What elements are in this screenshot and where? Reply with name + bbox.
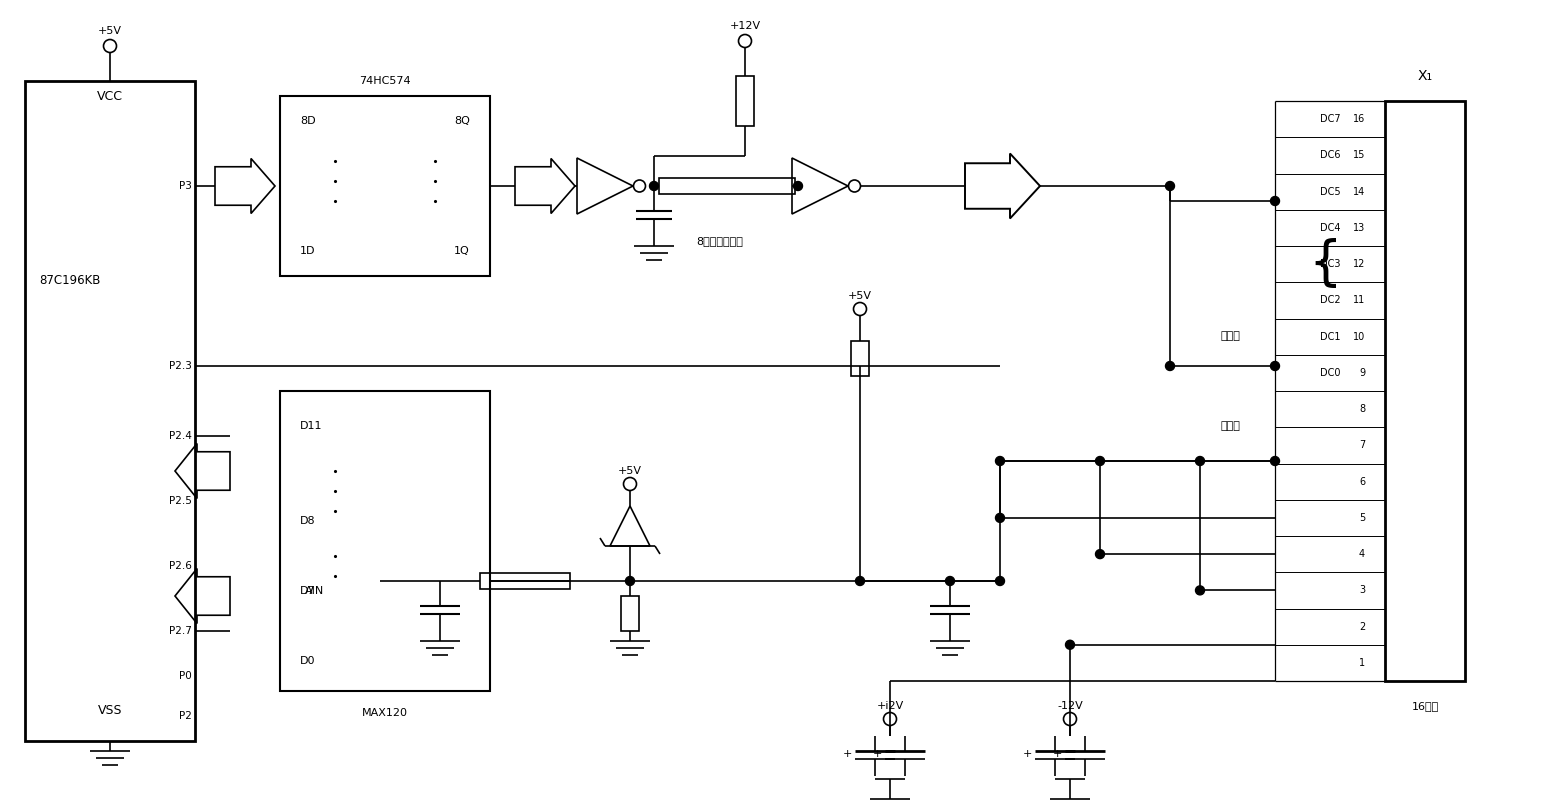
Text: P3: P3 xyxy=(179,181,193,191)
Circle shape xyxy=(1066,640,1074,650)
Text: 13: 13 xyxy=(1352,223,1364,233)
Text: DC0: DC0 xyxy=(1319,368,1341,378)
Text: AIN: AIN xyxy=(305,586,325,596)
Text: 15: 15 xyxy=(1352,151,1364,160)
Text: D7: D7 xyxy=(300,586,315,596)
Text: MAX120: MAX120 xyxy=(362,708,409,718)
Bar xyxy=(852,341,869,376)
Bar xyxy=(1385,101,1465,681)
Text: DC4: DC4 xyxy=(1319,223,1341,233)
Text: 4: 4 xyxy=(1358,549,1364,559)
Text: 1: 1 xyxy=(1358,658,1364,668)
Circle shape xyxy=(1271,361,1279,371)
Text: 16: 16 xyxy=(1352,114,1364,124)
Text: P2: P2 xyxy=(179,711,193,721)
Text: DC3: DC3 xyxy=(1319,260,1341,269)
Circle shape xyxy=(1166,182,1175,191)
Text: 2: 2 xyxy=(1358,622,1364,632)
Bar xyxy=(622,596,639,631)
Circle shape xyxy=(996,513,1004,522)
Text: +: + xyxy=(872,749,881,759)
Text: DC5: DC5 xyxy=(1319,187,1341,196)
Text: 11: 11 xyxy=(1352,296,1364,305)
Bar xyxy=(280,391,490,691)
Text: 5: 5 xyxy=(1358,513,1364,523)
Text: P2.4: P2.4 xyxy=(169,431,193,441)
Text: 74HC574: 74HC574 xyxy=(359,76,410,86)
Text: X₁: X₁ xyxy=(1417,69,1433,83)
Text: 16引脚: 16引脚 xyxy=(1411,701,1439,711)
Text: 8: 8 xyxy=(1358,405,1364,414)
Text: +5V: +5V xyxy=(618,466,642,476)
Text: 数字量: 数字量 xyxy=(1220,421,1240,431)
Circle shape xyxy=(1195,457,1204,465)
Text: +i2V: +i2V xyxy=(876,701,903,711)
Text: 3: 3 xyxy=(1358,586,1364,595)
Circle shape xyxy=(650,182,659,191)
Text: VSS: VSS xyxy=(98,705,123,718)
Text: DC1: DC1 xyxy=(1319,332,1341,341)
Text: 9: 9 xyxy=(1358,368,1364,378)
Text: +5V: +5V xyxy=(98,26,123,36)
Text: 模拟量: 模拟量 xyxy=(1220,331,1240,341)
Text: {: { xyxy=(1308,238,1341,290)
Circle shape xyxy=(1096,549,1105,558)
Text: +: + xyxy=(1023,749,1032,759)
Text: D8: D8 xyxy=(300,516,315,526)
Bar xyxy=(280,96,490,276)
Text: +5V: +5V xyxy=(848,291,872,301)
Circle shape xyxy=(1096,457,1105,465)
Text: +: + xyxy=(1052,749,1061,759)
Text: 14: 14 xyxy=(1352,187,1364,196)
Text: P2.3: P2.3 xyxy=(169,361,193,371)
Circle shape xyxy=(1166,361,1175,371)
Text: 12: 12 xyxy=(1352,260,1364,269)
Text: 7: 7 xyxy=(1358,441,1364,450)
Text: 10: 10 xyxy=(1352,332,1364,341)
Circle shape xyxy=(996,577,1004,586)
Text: 8D: 8D xyxy=(300,116,315,126)
Text: 87C196KB: 87C196KB xyxy=(39,275,101,288)
Text: DC7: DC7 xyxy=(1319,114,1341,124)
Text: P2.6: P2.6 xyxy=(169,561,193,571)
Bar xyxy=(737,76,754,126)
Text: 1Q: 1Q xyxy=(454,246,469,256)
Bar xyxy=(480,573,570,589)
Text: 8Q: 8Q xyxy=(454,116,469,126)
Circle shape xyxy=(626,577,634,586)
Text: VCC: VCC xyxy=(96,90,123,103)
Text: 1D: 1D xyxy=(300,246,315,256)
Text: DC6: DC6 xyxy=(1319,151,1341,160)
Text: +: + xyxy=(842,749,852,759)
Bar xyxy=(25,81,194,741)
Text: P2.5: P2.5 xyxy=(169,496,193,506)
Text: 6: 6 xyxy=(1358,477,1364,487)
Circle shape xyxy=(1271,196,1279,206)
Circle shape xyxy=(1271,457,1279,465)
Text: -12V: -12V xyxy=(1057,701,1083,711)
Circle shape xyxy=(945,577,954,586)
Circle shape xyxy=(794,182,802,191)
Text: D11: D11 xyxy=(300,421,323,431)
Bar xyxy=(659,178,796,194)
Circle shape xyxy=(1195,586,1204,595)
Text: D0: D0 xyxy=(300,656,315,666)
Text: +12V: +12V xyxy=(729,21,760,31)
Circle shape xyxy=(996,457,1004,465)
Text: 8路电平转换器: 8路电平转换器 xyxy=(696,236,743,246)
Text: DC2: DC2 xyxy=(1319,296,1341,305)
Circle shape xyxy=(856,577,864,586)
Text: P0: P0 xyxy=(179,671,193,681)
Text: P2.7: P2.7 xyxy=(169,626,193,636)
